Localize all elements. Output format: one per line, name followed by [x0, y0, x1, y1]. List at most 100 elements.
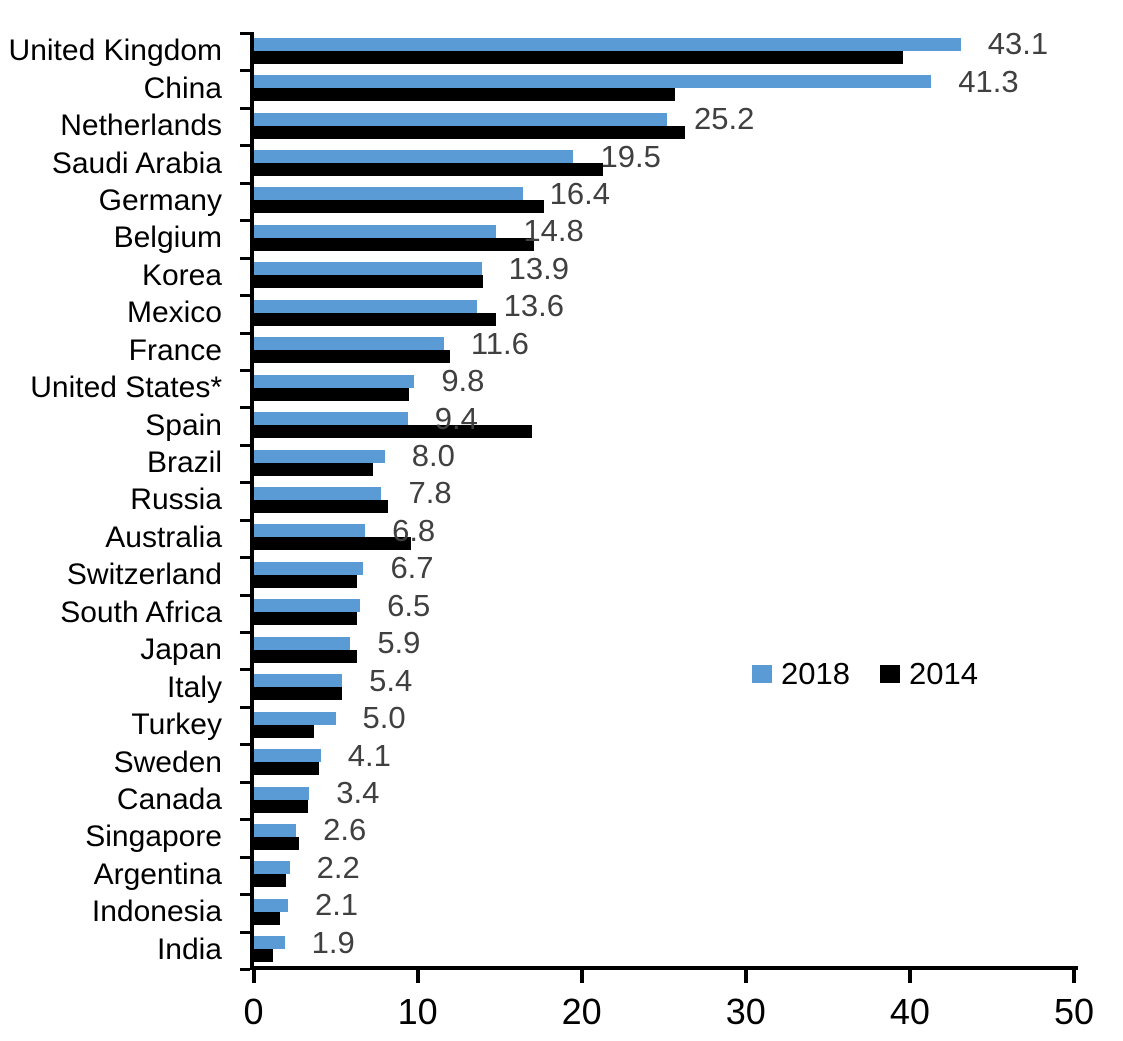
bar-2018: [253, 337, 444, 351]
value-label: 2.6: [323, 812, 367, 848]
category-tick-mark: [240, 556, 250, 560]
value-label: 5.0: [362, 700, 406, 736]
category-tick-mark: [240, 69, 250, 73]
value-label: 7.8: [408, 475, 452, 511]
x-tick-label: 0: [243, 991, 264, 1032]
category-tick-mark: [240, 518, 250, 522]
legend-label-2014: 2014: [908, 656, 978, 691]
x-tick-mark: [415, 970, 420, 983]
bar-2014: [253, 200, 544, 214]
bar-2014: [253, 499, 389, 513]
bar-2014: [253, 799, 308, 813]
category-tick-mark: [240, 818, 250, 822]
bar-2014: [253, 425, 533, 439]
category-tick-mark: [240, 32, 250, 35]
category-tick-mark: [240, 219, 250, 223]
value-label: 8.0: [411, 438, 455, 474]
category-label: Netherlands: [60, 109, 222, 143]
bar-2018: [253, 898, 288, 912]
category-tick-mark: [240, 631, 250, 635]
value-label: 6.5: [387, 587, 431, 623]
bar-2014: [253, 462, 374, 476]
bar-2014: [253, 312, 497, 326]
category-label: Turkey: [131, 708, 222, 742]
category-tick-mark: [240, 294, 250, 298]
bar-2018: [253, 187, 523, 201]
value-label: 2.1: [314, 887, 359, 923]
bar-2018: [253, 299, 477, 313]
x-axis-line: [250, 966, 1078, 970]
value-label: 5.4: [369, 662, 413, 698]
bar-2018: [253, 449, 385, 463]
legend: 2018 2014: [752, 656, 978, 692]
category-label: Italy: [166, 670, 222, 704]
bar-2018: [253, 524, 366, 538]
bar-2014: [253, 874, 287, 888]
category-tick-mark: [240, 743, 250, 747]
value-label: 13.9: [508, 250, 569, 286]
bar-2014: [253, 949, 274, 963]
bar-2018: [253, 374, 415, 388]
category-label: Saudi Arabia: [51, 146, 222, 180]
bar-2018: [253, 749, 321, 763]
y-axis-line: [250, 32, 254, 970]
bar-2014: [253, 387, 410, 401]
x-tick-label: 50: [1053, 991, 1095, 1032]
x-tick-mark: [251, 970, 256, 983]
category-label: United States*: [30, 371, 222, 405]
bar-2018: [253, 711, 336, 725]
category-label: France: [128, 333, 222, 367]
bar-2018: [253, 599, 361, 613]
value-label: 5.9: [377, 625, 421, 661]
bar-2014: [253, 649, 357, 663]
bar-2014: [253, 125, 686, 139]
category-tick-mark: [240, 106, 250, 110]
category-label: Germany: [98, 183, 222, 217]
value-label: 3.4: [336, 775, 380, 810]
bar-2014: [253, 574, 357, 588]
x-tick-mark: [743, 970, 748, 983]
value-label: 6.8: [392, 512, 436, 548]
category-tick-mark: [240, 968, 250, 971]
value-label: 6.7: [390, 550, 434, 586]
bar-2018: [253, 561, 364, 575]
category-label: Belgium: [113, 221, 222, 255]
value-label: 16.4: [549, 175, 610, 211]
category-label: Switzerland: [66, 558, 222, 592]
category-tick-mark: [240, 481, 250, 485]
category-tick-mark: [240, 443, 250, 447]
x-tick-label: 10: [397, 991, 438, 1032]
bar-2018: [253, 224, 497, 238]
category-tick-mark: [240, 668, 250, 672]
category-label: Japan: [140, 633, 222, 667]
value-label: 9.4: [434, 400, 478, 436]
category-label: Mexico: [126, 296, 222, 330]
category-label: India: [156, 932, 222, 966]
bar-2018: [253, 262, 482, 276]
bar-2018: [253, 486, 382, 500]
category-tick-mark: [240, 181, 250, 185]
category-label: South Africa: [60, 595, 222, 629]
bar-2014: [253, 612, 357, 626]
bar-2018: [253, 112, 668, 126]
x-tick-mark: [1072, 970, 1076, 983]
bar-2014: [253, 762, 320, 776]
category-label: Canada: [116, 783, 222, 816]
value-label: 11.6: [470, 325, 529, 361]
bar-2014: [253, 724, 315, 738]
value-label: 19.5: [600, 138, 661, 174]
category-tick-mark: [240, 144, 250, 148]
bar-2014: [253, 275, 484, 289]
category-tick-mark: [240, 256, 250, 260]
bar-2018: [253, 823, 297, 837]
bar-2014: [253, 836, 300, 850]
category-tick-mark: [240, 780, 250, 784]
bar-2014: [253, 163, 604, 177]
category-label: Indonesia: [91, 895, 222, 929]
x-tick-mark: [907, 970, 912, 983]
category-tick-mark: [240, 368, 250, 372]
category-label: Russia: [130, 483, 222, 517]
category-label: Spain: [145, 408, 222, 442]
bar-2018: [253, 861, 290, 875]
